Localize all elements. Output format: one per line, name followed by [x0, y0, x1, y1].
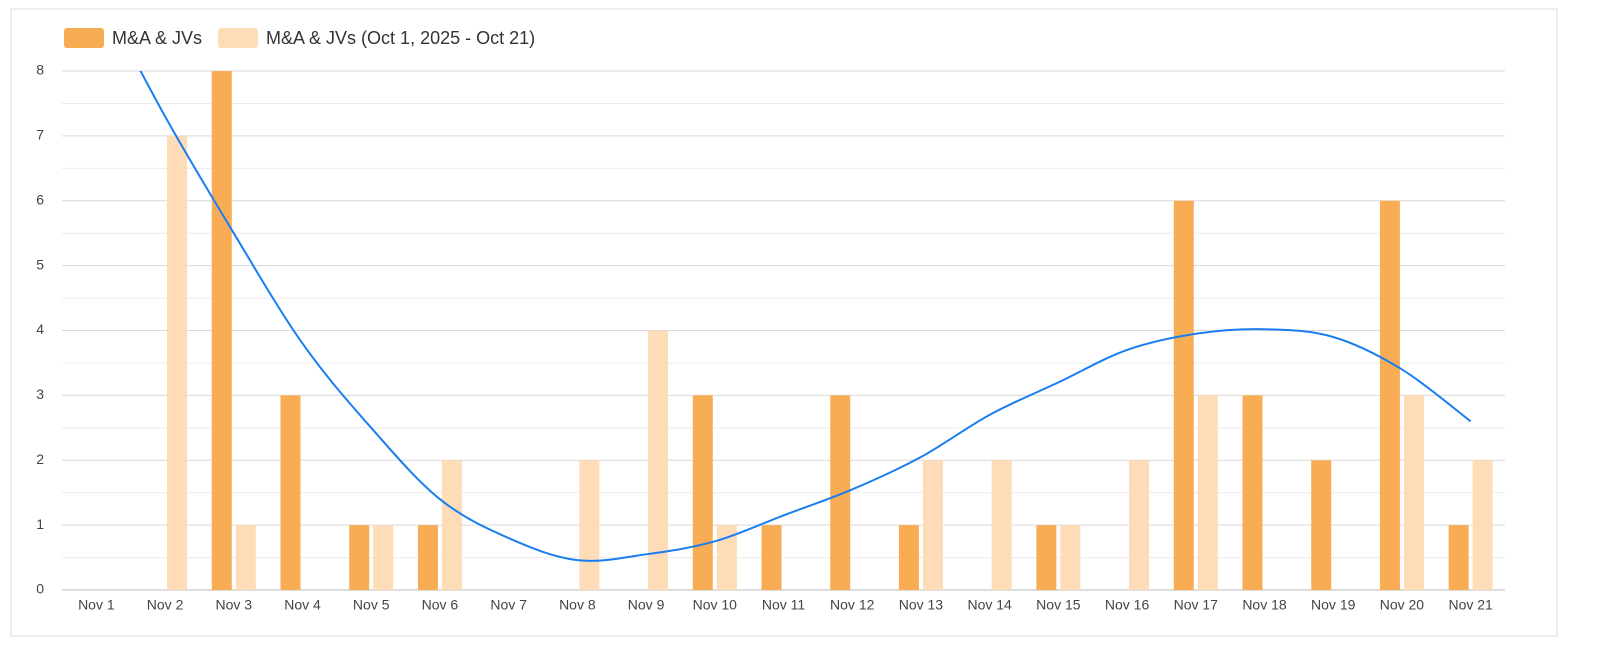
y-tick-label: 3: [36, 386, 44, 402]
x-tick-label: Nov 13: [899, 597, 944, 613]
y-tick-label: 4: [36, 321, 44, 337]
bar: [1379, 200, 1400, 590]
bar: [349, 525, 370, 590]
bar: [167, 135, 188, 590]
x-tick-label: Nov 16: [1105, 597, 1150, 613]
x-tick-label: Nov 4: [284, 597, 321, 613]
x-tick-label: Nov 9: [628, 597, 665, 613]
x-tick-label: Nov 18: [1242, 597, 1287, 613]
y-tick-label: 2: [36, 451, 44, 467]
grid: [62, 70, 1505, 591]
bar: [1197, 395, 1218, 590]
x-tick-label: Nov 1: [78, 597, 115, 613]
x-tick-label: Nov 20: [1380, 597, 1425, 613]
legend-label: M&A & JVs: [112, 28, 202, 48]
bar: [1311, 460, 1332, 590]
trend-line: [139, 71, 1472, 562]
bar: [648, 330, 669, 590]
y-tick-label: 0: [36, 581, 44, 597]
bar: [898, 525, 919, 590]
bar: [373, 525, 394, 590]
bar: [1036, 525, 1057, 590]
bar: [280, 395, 301, 590]
x-tick-label: Nov 19: [1311, 597, 1356, 613]
bar: [922, 460, 943, 590]
x-tick-label: Nov 12: [830, 597, 875, 613]
bar: [417, 525, 438, 590]
trend: [139, 71, 1472, 562]
bar: [579, 460, 600, 590]
y-tick-label: 6: [36, 191, 44, 207]
bar: [1173, 200, 1194, 590]
x-tick-label: Nov 3: [215, 597, 252, 613]
x-tick-label: Nov 8: [559, 597, 596, 613]
x-tick-label: Nov 17: [1174, 597, 1219, 613]
y-tick-label: 8: [36, 62, 44, 78]
x-tick-label: Nov 11: [762, 597, 806, 613]
y-tick-label: 1: [36, 516, 44, 532]
x-tick-label: Nov 6: [422, 597, 459, 613]
y-tick-label: 7: [36, 127, 44, 143]
legend-swatch: [218, 28, 259, 48]
legend-swatch: [64, 28, 104, 48]
bar: [211, 71, 232, 590]
y-tick-label: 5: [36, 256, 44, 272]
bar: [761, 525, 782, 590]
bar: [1060, 525, 1081, 590]
bar: [830, 395, 851, 590]
x-tick-label: Nov 7: [490, 597, 527, 613]
x-tick-label: Nov 15: [1036, 597, 1081, 613]
bar: [1403, 395, 1424, 590]
bar: [1472, 460, 1493, 590]
bar: [441, 460, 462, 590]
bar: [1448, 525, 1469, 590]
x-tick-label: Nov 2: [147, 597, 184, 613]
x-tick-label: Nov 14: [967, 597, 1012, 613]
bar: [1129, 460, 1150, 590]
x-tick-label: Nov 5: [353, 597, 390, 613]
labels: 0 1 2 3 4 5 6 7 8 Nov 1 Nov 2 Nov 3 Nov 4 Nov 5 Nov 6 N…: [36, 28, 1493, 613]
x-tick-label: Nov 10: [693, 597, 738, 613]
bar: [716, 525, 737, 590]
bar: [235, 525, 256, 590]
bar: [991, 460, 1012, 590]
bar: [692, 395, 713, 590]
bars: [167, 71, 1493, 590]
bar: [1242, 395, 1263, 590]
legend-label: M&A & JVs (Oct 1, 2025 - Oct 21): [266, 28, 535, 48]
x-tick-label: Nov 21: [1448, 597, 1493, 613]
chart-frame: [10, 8, 1558, 637]
